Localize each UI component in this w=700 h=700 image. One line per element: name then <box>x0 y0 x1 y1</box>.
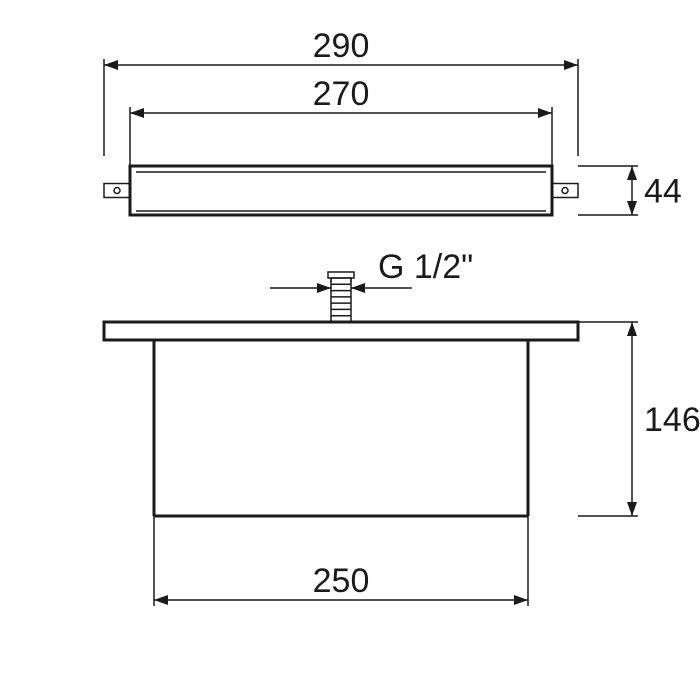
dim-label: 44 <box>644 173 682 211</box>
dim-label: 250 <box>313 562 370 600</box>
dim-label: 290 <box>313 27 370 65</box>
dim-label: 146 <box>644 401 700 439</box>
dim-label: 270 <box>313 75 370 113</box>
inlet-label: G 1/2" <box>378 248 473 286</box>
